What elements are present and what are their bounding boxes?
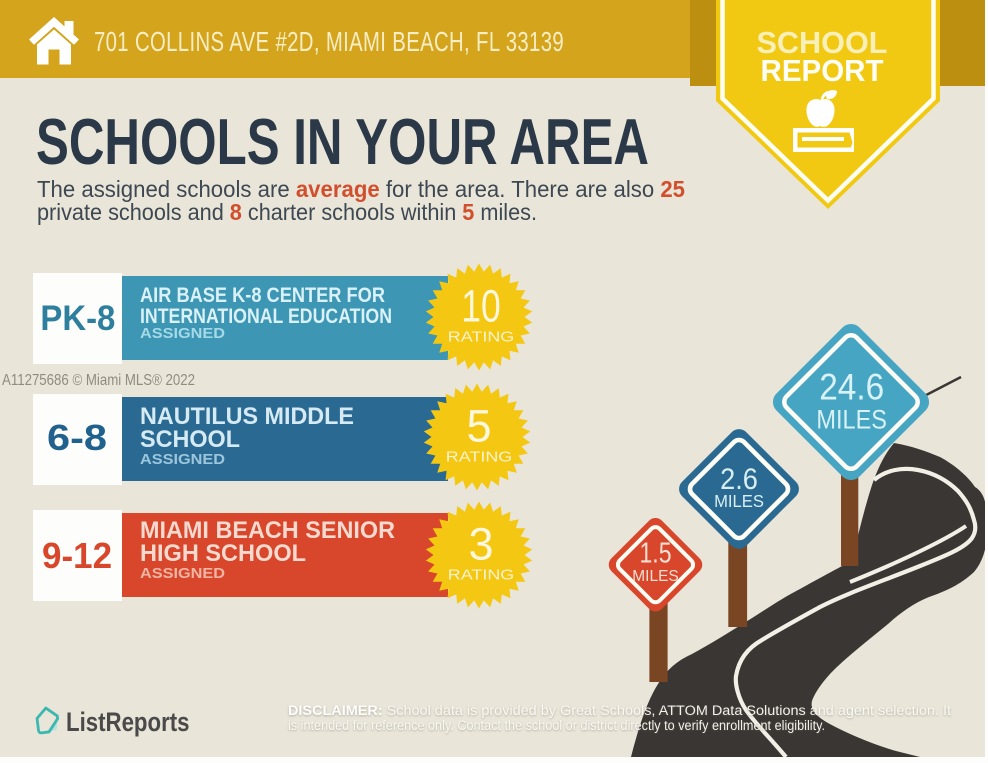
svg-text:MILES: MILES xyxy=(632,568,678,585)
svg-text:1.5: 1.5 xyxy=(640,538,672,570)
svg-text:RATING: RATING xyxy=(448,329,515,345)
svg-text:5: 5 xyxy=(466,400,491,451)
svg-text:10: 10 xyxy=(461,280,501,331)
svg-text:SCHOOL: SCHOOL xyxy=(757,25,888,60)
svg-text:3: 3 xyxy=(468,518,493,569)
svg-text:RATING: RATING xyxy=(446,449,513,465)
svg-text:2.6: 2.6 xyxy=(720,463,758,496)
svg-text:24.6: 24.6 xyxy=(819,367,884,408)
svg-text:RATING: RATING xyxy=(448,567,515,583)
svg-text:REPORT: REPORT xyxy=(761,53,884,88)
svg-text:MILES: MILES xyxy=(816,404,887,434)
svg-text:MILES: MILES xyxy=(714,491,764,511)
